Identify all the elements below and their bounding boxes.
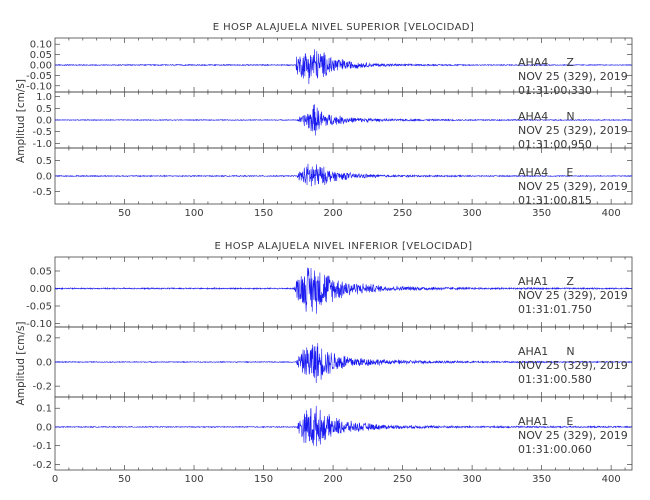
record-date: NOV 25 (329), 2019 (518, 359, 628, 372)
y-tick-label: -1.0 (32, 139, 52, 150)
record-time: 01:31:00.330 (518, 84, 592, 97)
record-time: 01:31:01.750 (518, 303, 592, 316)
y-tick-label: -0.1 (32, 441, 52, 452)
y-tick-label: -0.10 (26, 81, 52, 92)
panel-title: E HOSP ALAJUELA NIVEL SUPERIOR [VELOCIDA… (213, 22, 474, 33)
record-date: NOV 25 (329), 2019 (518, 289, 628, 302)
component-code: N (566, 110, 574, 123)
x-tick-label: 250 (393, 474, 412, 485)
y-tick-label: 0.05 (30, 267, 52, 278)
station-code: AHA1 (518, 275, 548, 288)
waveform-trace (55, 104, 632, 136)
x-tick-label: 300 (463, 474, 482, 485)
x-tick-label: 150 (254, 474, 273, 485)
y-tick-label: 0.10 (30, 40, 52, 51)
y-axis-label: Amplitud [cm/s] (15, 322, 27, 406)
y-tick-label: -0.05 (26, 302, 52, 313)
x-tick-label: 50 (118, 474, 131, 485)
record-date: NOV 25 (329), 2019 (518, 180, 628, 193)
x-tick-label: 200 (324, 474, 343, 485)
y-tick-label: -0.10 (26, 319, 52, 330)
x-tick-label: 400 (602, 208, 621, 219)
x-tick-label: 0 (52, 474, 58, 485)
y-tick-label: 0.0 (36, 358, 52, 369)
station-code: AHA1 (518, 345, 548, 358)
station-label: AHA1 Z (518, 275, 574, 288)
station-label: AHA4 Z (518, 56, 574, 69)
y-tick-label: 0.0 (36, 172, 52, 183)
x-tick-label: 250 (393, 208, 412, 219)
station-label: AHA1 N (518, 345, 575, 358)
x-tick-label: 400 (602, 474, 621, 485)
waveform-trace (55, 343, 632, 384)
y-tick-label: 0.00 (30, 61, 52, 72)
y-tick-label: -0.5 (32, 187, 52, 198)
y-tick-label: 0.05 (30, 50, 52, 61)
record-time: 01:31:00.060 (518, 443, 592, 456)
waveform-trace (55, 163, 632, 187)
component-code: E (566, 166, 573, 179)
y-tick-label: 0.0 (36, 422, 52, 433)
y-tick-label: 0.5 (36, 156, 52, 167)
y-tick-label: -0.2 (32, 460, 52, 471)
record-date: NOV 25 (329), 2019 (518, 429, 628, 442)
component-code: N (566, 345, 574, 358)
x-tick-label: 100 (184, 474, 203, 485)
record-time: 01:31:00.580 (518, 373, 592, 386)
record-time: 01:31:00.815 (518, 194, 592, 207)
x-tick-label: 50 (118, 208, 131, 219)
y-tick-label: 0.5 (36, 104, 52, 115)
y-tick-label: -0.05 (26, 71, 52, 82)
y-tick-label: 1.0 (36, 92, 52, 103)
station-code: AHA4 (518, 110, 548, 123)
waveform-trace (55, 267, 632, 314)
record-date: NOV 25 (329), 2019 (518, 124, 628, 137)
station-label: AHA4 N (518, 110, 575, 123)
y-tick-label: -0.5 (32, 127, 52, 138)
channel-frame (54, 396, 633, 471)
component-code: Z (566, 56, 574, 69)
record-time: 01:31:00.950 (518, 138, 592, 151)
waveform-trace (55, 49, 632, 85)
x-tick-label: 100 (184, 208, 203, 219)
station-label: AHA4 E (518, 166, 573, 179)
station-code: AHA4 (518, 166, 548, 179)
lower-panel: E HOSP ALAJUELA NIVEL INFERIOR [VELOCIDA… (15, 241, 633, 485)
station-code: AHA1 (518, 415, 548, 428)
record-date: NOV 25 (329), 2019 (518, 70, 628, 83)
panel-title: E HOSP ALAJUELA NIVEL INFERIOR [VELOCIDA… (215, 241, 473, 252)
y-tick-label: -0.2 (32, 382, 52, 393)
x-tick-label: 350 (532, 474, 551, 485)
x-tick-label: 150 (254, 208, 273, 219)
x-tick-label: 200 (324, 208, 343, 219)
x-tick-label: 350 (532, 208, 551, 219)
y-tick-label: 0.0 (36, 116, 52, 127)
x-tick-label: 300 (463, 208, 482, 219)
upper-panel: E HOSP ALAJUELA NIVEL SUPERIOR [VELOCIDA… (15, 22, 633, 219)
y-tick-label: 0.1 (36, 404, 52, 415)
station-code: AHA4 (518, 56, 548, 69)
y-tick-label: 0.2 (36, 333, 52, 344)
y-axis-label: Amplitud [cm/s] (15, 79, 27, 163)
waveform-trace (55, 405, 632, 447)
component-code: Z (566, 275, 574, 288)
station-label: AHA1 E (518, 415, 573, 428)
y-tick-label: 0.00 (30, 284, 52, 295)
component-code: E (566, 415, 573, 428)
